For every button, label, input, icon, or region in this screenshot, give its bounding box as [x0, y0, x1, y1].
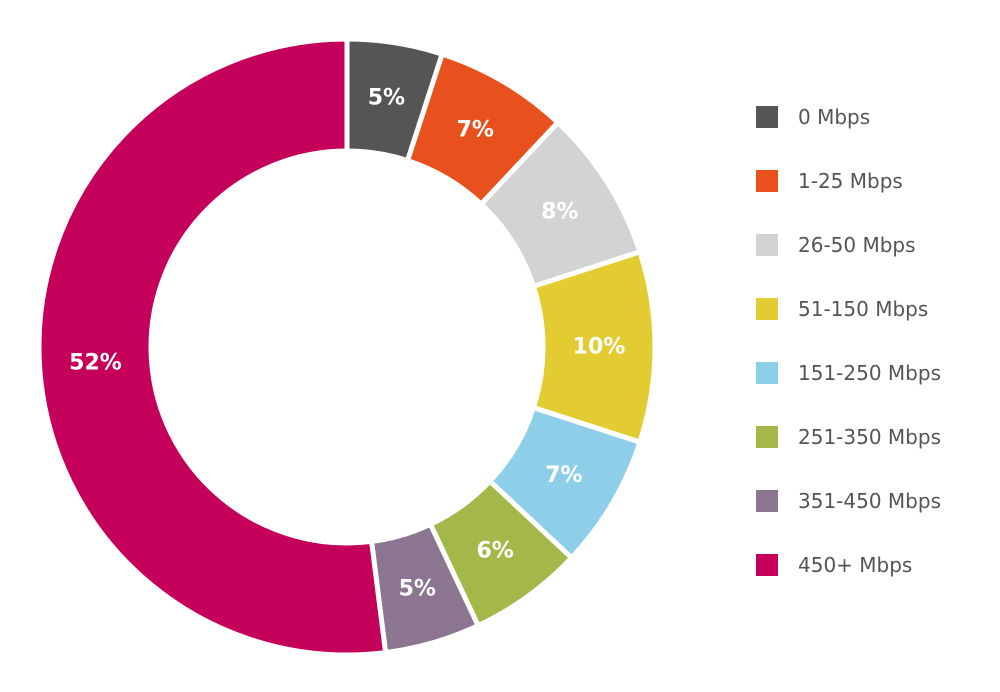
legend-item-0-mbps: 0 Mbps — [756, 104, 941, 130]
donut-slices — [36, 36, 658, 658]
legend-swatch — [756, 106, 778, 128]
legend-item-26-50-mbps: 26-50 Mbps — [756, 232, 941, 258]
donut-chart: 5% 7% 8% 10% 7% 6% 5% 52% — [36, 36, 658, 658]
legend-swatch — [756, 170, 778, 192]
legend-swatch — [756, 490, 778, 512]
data-label-251-350-mbps: 6% — [476, 538, 513, 563]
legend-label: 251-350 Mbps — [798, 425, 941, 449]
slice-450plus-mbps — [36, 36, 389, 658]
legend-item-351-450-mbps: 351-450 Mbps — [756, 488, 941, 514]
legend-item-1-25-mbps: 1-25 Mbps — [756, 168, 941, 194]
legend-label: 151-250 Mbps — [798, 361, 941, 385]
legend-item-251-350-mbps: 251-350 Mbps — [756, 424, 941, 450]
data-label-151-250-mbps: 7% — [545, 463, 582, 488]
legend-label: 1-25 Mbps — [798, 169, 903, 193]
legend-item-151-250-mbps: 151-250 Mbps — [756, 360, 941, 386]
data-label-450plus-mbps: 52% — [69, 350, 122, 375]
legend-swatch — [756, 426, 778, 448]
data-label-351-450-mbps: 5% — [399, 576, 436, 601]
legend-label: 0 Mbps — [798, 105, 871, 129]
data-label-26-50-mbps: 8% — [541, 199, 578, 224]
legend-label: 51-150 Mbps — [798, 297, 929, 321]
legend-swatch — [756, 554, 778, 576]
legend-label: 26-50 Mbps — [798, 233, 916, 257]
legend-label: 450+ Mbps — [798, 553, 913, 577]
legend-swatch — [756, 298, 778, 320]
legend-label: 351-450 Mbps — [798, 489, 941, 513]
data-label-51-150-mbps: 10% — [573, 335, 626, 360]
chart-legend: 0 Mbps 1-25 Mbps 26-50 Mbps 51-150 Mbps 151-… — [756, 104, 941, 616]
legend-swatch — [756, 234, 778, 256]
legend-item-450plus-mbps: 450+ Mbps — [756, 552, 941, 578]
legend-item-51-150-mbps: 51-150 Mbps — [756, 296, 941, 322]
data-label-0-mbps: 5% — [368, 86, 405, 111]
legend-swatch — [756, 362, 778, 384]
donut-data-labels: 5% 7% 8% 10% 7% 6% 5% 52% — [69, 86, 625, 602]
data-label-1-25-mbps: 7% — [457, 118, 494, 143]
